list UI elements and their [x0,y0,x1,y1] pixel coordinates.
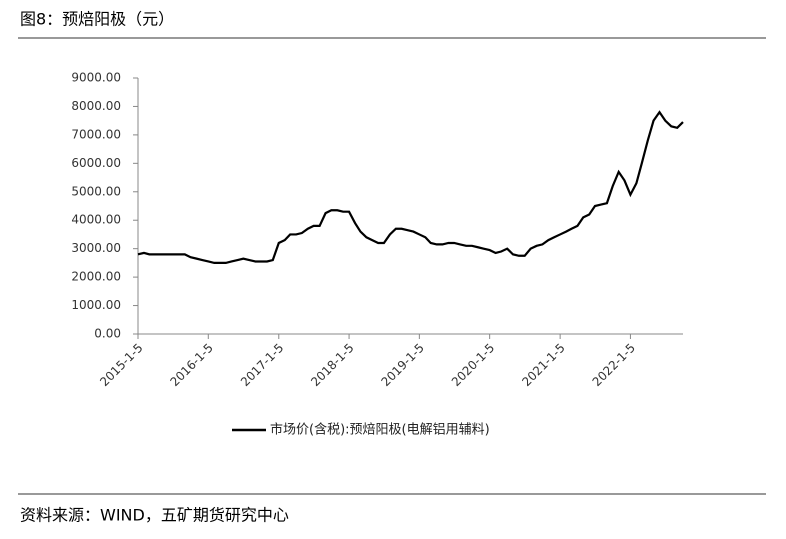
y-tick-label: 4000.00 [71,213,121,227]
x-tick-label: 2022-1-5 [590,341,638,389]
x-tick-label: 2015-1-5 [97,341,145,389]
x-tick-label: 2020-1-5 [449,341,497,389]
y-tick-label: 9000.00 [71,71,121,85]
x-tick-label: 2017-1-5 [238,341,286,389]
y-tick-label: 0.00 [94,327,121,341]
y-tick-label: 1000.00 [71,298,121,312]
series-line [137,110,684,264]
x-tick-label: 2021-1-5 [519,341,567,389]
y-tick-label: 8000.00 [71,99,121,113]
legend-label: 市场价(含税):预焙阳极(电解铝用辅料) [270,422,490,438]
x-tick-label: 2018-1-5 [308,341,356,389]
source-note: 资料来源：WIND，五矿期货研究中心 [20,506,289,525]
x-tick-label: 2016-1-5 [167,341,215,389]
y-tick-label: 5000.00 [71,184,121,198]
chart-title: 图8：预焙阳极（元） [20,10,174,29]
y-tick-label: 7000.00 [71,127,121,141]
y-tick-label: 3000.00 [71,241,121,255]
y-tick-label: 6000.00 [71,156,121,170]
y-tick-label: 2000.00 [71,270,121,284]
x-tick-label: 2019-1-5 [379,341,427,389]
